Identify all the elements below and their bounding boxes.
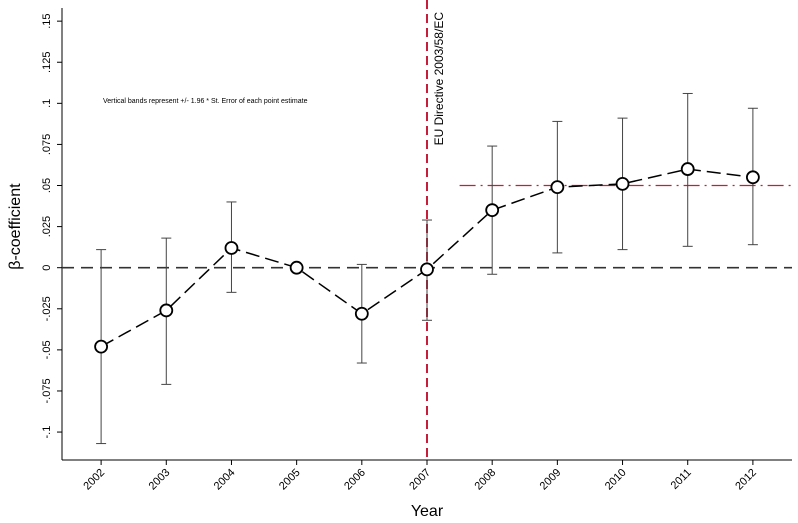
data-point <box>289 260 304 275</box>
x-tick-label: 2007 <box>407 467 433 493</box>
y-tick-label: .125 <box>41 52 53 73</box>
data-point <box>745 170 760 185</box>
x-tick-label: 2010 <box>603 467 629 493</box>
y-tick-label: -.025 <box>41 296 53 321</box>
x-tick-label: 2009 <box>538 467 564 493</box>
y-tick-label: .05 <box>41 178 53 193</box>
y-tick-label: .1 <box>41 99 53 108</box>
y-tick-label: 0 <box>41 265 53 271</box>
policy-line-label: EU Directive 2003/58/EC <box>432 12 446 146</box>
data-point <box>615 176 630 191</box>
y-tick-label: .025 <box>41 216 53 237</box>
y-axis-title: β-coefficient <box>7 183 24 270</box>
x-tick-label: 2003 <box>147 467 173 493</box>
data-point <box>680 162 695 176</box>
data-point <box>159 303 174 318</box>
data-points <box>94 162 760 354</box>
data-point <box>485 203 500 218</box>
y-tick-label: -.075 <box>41 378 53 403</box>
x-tick-label: 2006 <box>342 467 368 493</box>
x-tick-label: 2005 <box>277 467 303 493</box>
data-point <box>354 306 369 321</box>
data-point <box>224 241 239 255</box>
y-tick-label: -.05 <box>41 340 53 359</box>
annotation-note: Vertical bands represent +/- 1.96 * St. … <box>103 98 308 105</box>
x-tick-label: 2004 <box>212 467 238 493</box>
x-tick-label: 2008 <box>473 467 499 493</box>
x-tick-label: 2011 <box>669 467 694 492</box>
data-point <box>420 262 434 277</box>
x-axis-title: Year <box>411 503 444 520</box>
data-point <box>94 339 109 354</box>
y-tick-label: .075 <box>41 134 53 155</box>
x-tick-label: 2012 <box>733 467 759 493</box>
y-tick-label: .15 <box>41 14 53 29</box>
data-point <box>550 180 565 195</box>
axes: -.1 -.075 -.05 -.025 0 .025 .05 .075 .1 .125 .15 20… <box>41 8 792 492</box>
y-tick-label: -.1 <box>41 426 53 439</box>
x-tick-label: 2002 <box>81 467 107 493</box>
